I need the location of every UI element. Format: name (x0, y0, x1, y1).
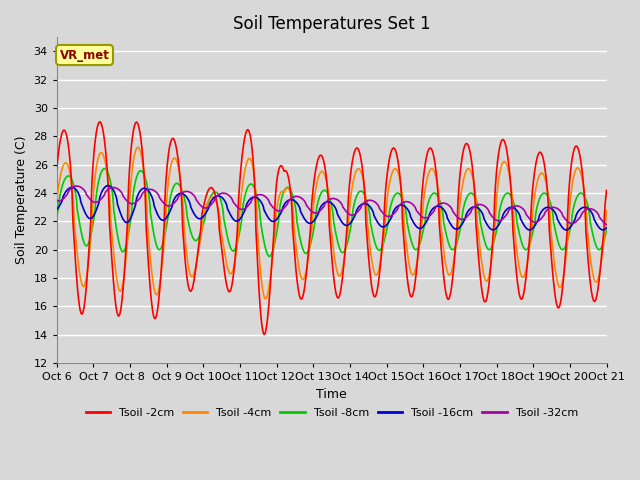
Title: Soil Temperatures Set 1: Soil Temperatures Set 1 (233, 15, 431, 33)
X-axis label: Time: Time (316, 388, 347, 401)
Y-axis label: Soil Temperature (C): Soil Temperature (C) (15, 136, 28, 264)
Legend: Tsoil -2cm, Tsoil -4cm, Tsoil -8cm, Tsoil -16cm, Tsoil -32cm: Tsoil -2cm, Tsoil -4cm, Tsoil -8cm, Tsoi… (81, 404, 582, 422)
Text: VR_met: VR_met (60, 48, 109, 61)
